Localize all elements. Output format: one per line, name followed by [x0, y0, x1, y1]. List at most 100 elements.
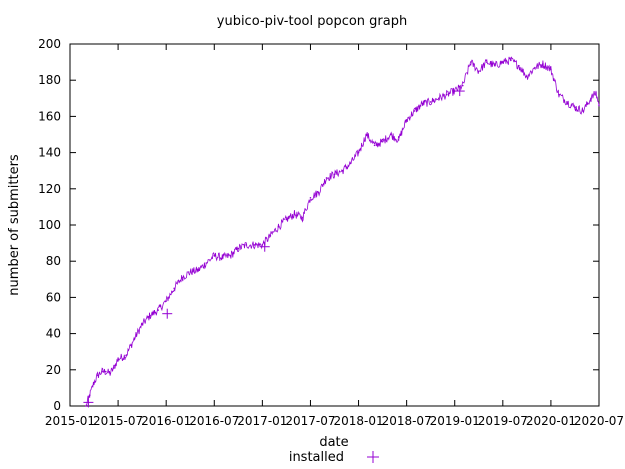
data-point	[181, 276, 184, 279]
data-point	[590, 97, 592, 100]
data-point	[213, 254, 216, 257]
data-point	[93, 381, 95, 384]
data-point	[221, 256, 224, 259]
data-point	[141, 323, 143, 326]
data-point	[494, 64, 496, 67]
x-tick-label: 2019-01	[430, 414, 480, 428]
data-point	[301, 216, 304, 219]
plus-marker	[454, 86, 465, 97]
data-point	[96, 374, 99, 377]
series-layer	[83, 56, 600, 408]
data-point	[389, 133, 392, 136]
plot-border	[69, 43, 600, 407]
data-point	[133, 338, 135, 340]
plus-marker	[83, 397, 94, 408]
y-axis-label: number of submitters	[7, 154, 22, 296]
data-point	[357, 151, 360, 154]
x-tick-label: 2018-07	[382, 414, 432, 428]
data-point	[534, 66, 536, 69]
data-point	[365, 133, 368, 136]
x-tick-label: 2020-01	[526, 414, 576, 428]
data-point	[373, 144, 376, 147]
data-point	[558, 93, 560, 96]
x-tick-label: 2017-01	[237, 414, 287, 428]
data-point	[341, 169, 344, 172]
data-point	[269, 235, 272, 237]
data-point	[429, 101, 432, 103]
x-tick-label: 2016-01	[141, 414, 191, 428]
data-point	[397, 139, 400, 141]
data-point	[88, 394, 91, 396]
data-point	[595, 92, 597, 94]
data-point	[317, 191, 320, 194]
data-point	[104, 370, 107, 373]
data-point	[526, 75, 528, 78]
data-point	[293, 213, 296, 215]
data-point	[485, 61, 488, 63]
data-point	[157, 309, 159, 311]
data-point	[109, 372, 111, 375]
data-point	[245, 244, 248, 246]
data-point	[510, 59, 512, 62]
data-point	[542, 63, 544, 65]
data-point	[421, 102, 424, 105]
data-point	[477, 70, 480, 72]
y-tick-label: 120	[38, 182, 61, 196]
data-point	[550, 68, 552, 71]
data-point	[237, 247, 240, 250]
y-tick-label: 60	[46, 290, 61, 304]
plot-area	[69, 43, 600, 407]
x-tick-label: 2015-01	[45, 414, 95, 428]
data-point	[469, 61, 472, 63]
y-tick-label: 160	[38, 109, 61, 123]
x-tick-label: 2015-07	[93, 414, 143, 428]
data-point	[85, 405, 87, 407]
data-point	[325, 177, 328, 179]
data-point	[309, 197, 312, 199]
legend: installed	[289, 450, 379, 465]
plus-marker	[162, 308, 173, 319]
x-tick-label: 2017-07	[285, 414, 335, 428]
data-point	[101, 370, 103, 373]
legend-marker	[367, 451, 379, 463]
data-point	[125, 354, 127, 357]
y-tick-label: 80	[46, 254, 61, 268]
data-point	[445, 93, 448, 96]
y-axis: 0 20 40 60 80 100 120 140 160 180 200	[38, 37, 599, 413]
data-point	[574, 106, 576, 109]
y-tick-label: 200	[38, 37, 61, 51]
data-point	[598, 104, 600, 107]
series-line-0	[85, 56, 600, 408]
y-tick-label: 20	[46, 363, 61, 377]
legend-label: installed	[289, 450, 344, 465]
y-tick-label: 180	[38, 73, 61, 87]
x-tick-label: 2018-01	[333, 414, 383, 428]
data-point	[566, 101, 568, 103]
data-point	[285, 218, 288, 221]
data-point	[165, 300, 167, 302]
data-point	[261, 244, 264, 246]
data-point	[253, 244, 256, 246]
data-point	[173, 287, 175, 290]
data-point	[582, 110, 584, 112]
y-tick-label: 40	[46, 327, 61, 341]
data-point	[461, 84, 464, 87]
data-point	[117, 358, 119, 360]
x-tick-label: 2016-07	[189, 414, 239, 428]
data-point	[413, 110, 416, 112]
data-point	[518, 64, 520, 67]
data-point	[502, 61, 504, 63]
y-tick-label: 0	[53, 399, 61, 413]
data-point	[197, 269, 200, 272]
data-point	[437, 97, 440, 100]
x-axis-label: date	[319, 435, 348, 450]
y-tick-label: 140	[38, 146, 61, 160]
x-tick-label: 2019-07	[478, 414, 528, 428]
x-axis: 2015-012015-072016-012016-072017-012017-…	[45, 44, 624, 428]
plus-marker	[259, 241, 270, 252]
data-point	[277, 226, 280, 228]
data-point	[229, 254, 232, 257]
x-tick-label: 2020-07	[574, 414, 624, 428]
data-point	[205, 262, 208, 264]
